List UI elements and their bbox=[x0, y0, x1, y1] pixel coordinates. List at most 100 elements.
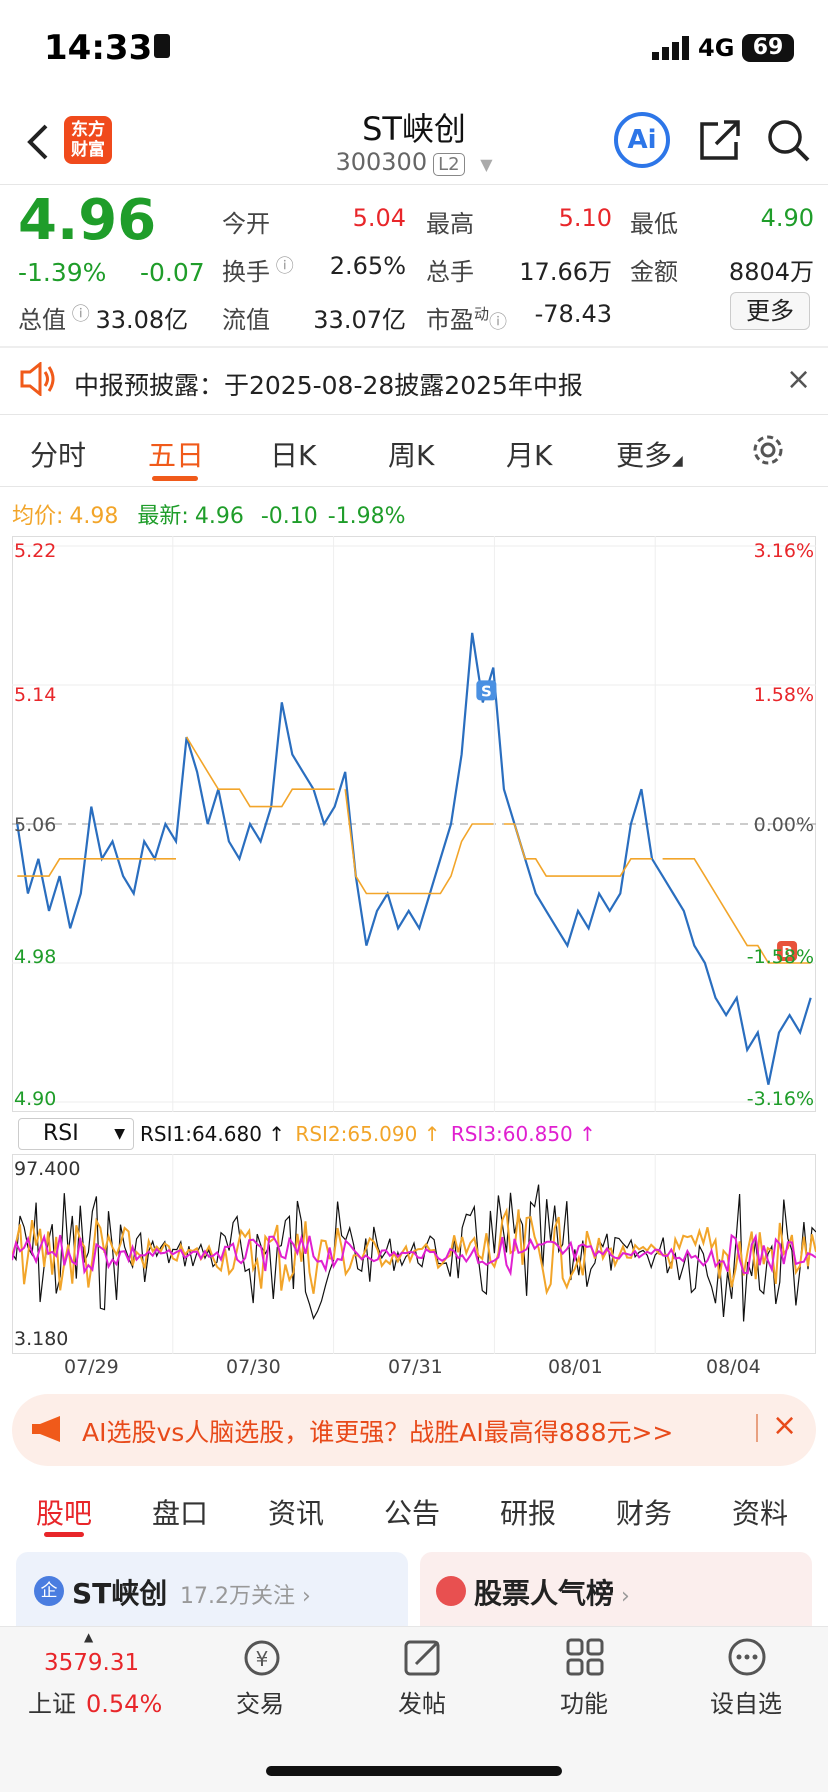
enterprise-badge: 企 bbox=[34, 1576, 64, 1606]
turnover-label: 换手 ⓘ bbox=[222, 256, 294, 286]
y-tick-right: 3.16% bbox=[753, 540, 814, 562]
tab-intraday[interactable]: 分时 bbox=[30, 439, 87, 472]
svg-text:¥: ¥ bbox=[256, 1647, 269, 1671]
back-icon[interactable] bbox=[26, 122, 50, 162]
date-label: 08/04 bbox=[706, 1356, 761, 1378]
functions-grid-icon[interactable] bbox=[564, 1636, 606, 1678]
tab-research[interactable]: 研报 bbox=[500, 1497, 557, 1530]
more-quote-button[interactable]: 更多 bbox=[730, 292, 810, 330]
share-icon[interactable] bbox=[698, 118, 742, 162]
float-value: 33.07亿 bbox=[313, 306, 406, 334]
nav-post[interactable]: 发帖 bbox=[398, 1690, 446, 1718]
tab-announcements[interactable]: 公告 bbox=[384, 1497, 441, 1530]
divider bbox=[0, 414, 828, 415]
search-icon[interactable] bbox=[766, 118, 810, 162]
promo-text[interactable]: AI选股vs人脑选股，谁更强？战胜AI最高得888元>> bbox=[82, 1418, 674, 1447]
stock-title: ST峡创 bbox=[362, 110, 466, 148]
high-value: 5.10 bbox=[558, 204, 612, 232]
tab-underline bbox=[44, 1532, 84, 1537]
close-banner-icon[interactable]: × bbox=[772, 1408, 798, 1443]
turnover-value: 2.65% bbox=[329, 252, 406, 280]
pe-value: -78.43 bbox=[534, 300, 612, 328]
nav-add-watchlist[interactable]: 设自选 bbox=[710, 1690, 782, 1718]
date-label: 07/31 bbox=[388, 1356, 443, 1378]
rsi-min: 3.180 bbox=[14, 1328, 69, 1350]
nav-trade[interactable]: 交易 bbox=[236, 1690, 284, 1718]
y-tick-right: -1.58% bbox=[746, 946, 814, 968]
high-label: 最高 bbox=[426, 210, 474, 238]
notice-text[interactable]: 中报预披露：于2025-08-28披露2025年中报 bbox=[74, 371, 583, 400]
index-value[interactable]: 3579.31 bbox=[44, 1650, 140, 1676]
tab-daily-k[interactable]: 日K bbox=[270, 439, 317, 472]
series-line-price bbox=[16, 632, 812, 1085]
total-mcap: 总值 ⓘ 33.08亿 bbox=[18, 304, 189, 334]
brand-logo: 东方 财富 bbox=[64, 116, 112, 164]
more-dots-icon[interactable] bbox=[726, 1636, 768, 1678]
trade-yen-icon[interactable]: ¥ bbox=[240, 1638, 284, 1678]
five-day-price-chart[interactable]: SB bbox=[12, 536, 816, 1112]
index-row[interactable]: 上证 0.54% bbox=[28, 1690, 163, 1718]
nav-functions[interactable]: 功能 bbox=[560, 1690, 608, 1718]
trade-marker-S bbox=[476, 680, 497, 701]
tab-more[interactable]: 更多◢ bbox=[616, 439, 683, 472]
stock-code: 300300 bbox=[335, 148, 428, 176]
trade-marker-label: B bbox=[781, 943, 792, 961]
ai-assistant-button[interactable]: Ai bbox=[614, 112, 670, 168]
current-price: 4.96 bbox=[18, 188, 157, 253]
date-label: 07/29 bbox=[64, 1356, 119, 1378]
y-tick-left: 5.22 bbox=[14, 540, 57, 562]
status-time: 14:33 bbox=[44, 28, 153, 68]
settings-gear-icon[interactable] bbox=[750, 432, 786, 468]
tab-profile[interactable]: 资料 bbox=[732, 1497, 789, 1530]
tab-pankou[interactable]: 盘口 bbox=[152, 1497, 209, 1530]
promo-banner[interactable] bbox=[12, 1394, 816, 1466]
card-popularity-title: 股票人气榜 › bbox=[474, 1577, 630, 1610]
amount-label: 金额 bbox=[630, 258, 678, 286]
open-value: 5.04 bbox=[352, 204, 406, 232]
rsi2-line bbox=[12, 1207, 816, 1296]
post-edit-icon[interactable] bbox=[402, 1636, 444, 1678]
level2-badge: L2 bbox=[433, 153, 465, 176]
network-type: 4G bbox=[698, 34, 735, 62]
low-value: 4.90 bbox=[760, 204, 814, 232]
close-icon[interactable]: × bbox=[786, 362, 812, 397]
low-label: 最低 bbox=[630, 210, 678, 238]
change-amount: -0.07 bbox=[140, 258, 205, 287]
info-icon: ⓘ bbox=[66, 304, 96, 325]
series-line-avg bbox=[17, 736, 811, 964]
price-info-line: 均价: 4.98 最新: 4.96 -0.10 -1.98% bbox=[12, 504, 406, 529]
date-label: 07/30 bbox=[226, 1356, 281, 1378]
tab-five-day[interactable]: 五日 bbox=[148, 439, 205, 472]
volume-label: 总手 bbox=[426, 258, 474, 286]
volume-value: 17.66万 bbox=[519, 258, 612, 286]
tab-guba[interactable]: 股吧 bbox=[36, 1497, 93, 1530]
rsi3-line bbox=[12, 1233, 816, 1277]
rsi-chart[interactable] bbox=[12, 1154, 816, 1354]
card-stock-name: ST峡创 bbox=[72, 1577, 168, 1610]
tab-news[interactable]: 资讯 bbox=[268, 1497, 325, 1530]
y-tick-left: 5.14 bbox=[14, 684, 57, 706]
battery-icon: 69 bbox=[742, 34, 794, 62]
tab-weekly-k[interactable]: 周K bbox=[388, 439, 435, 472]
y-tick-left: 4.98 bbox=[14, 946, 57, 968]
stock-code-row[interactable]: 300300 L2 ▼ bbox=[0, 148, 828, 176]
home-indicator bbox=[266, 1766, 562, 1776]
chart-badge-icon bbox=[436, 1576, 466, 1606]
pe-label: 市盈动ⓘ bbox=[426, 305, 508, 334]
change-percent: -1.39% bbox=[18, 258, 107, 287]
megaphone-icon bbox=[32, 1416, 60, 1442]
tab-underline bbox=[152, 476, 198, 481]
float-label: 流值 bbox=[222, 306, 270, 334]
divider bbox=[0, 184, 828, 185]
amount-value: 8804万 bbox=[728, 258, 814, 286]
tab-finance[interactable]: 财务 bbox=[616, 1497, 673, 1530]
indicator-select[interactable]: RSI ▼ bbox=[18, 1118, 134, 1150]
rsi-max: 97.400 bbox=[14, 1158, 81, 1180]
rsi-values: RSI1:64.680 ↑ RSI2:65.090 ↑ RSI3:60.850 … bbox=[140, 1122, 596, 1146]
speaker-icon bbox=[20, 362, 55, 396]
y-tick-right: 0.00% bbox=[753, 814, 814, 836]
trade-marker-B bbox=[777, 941, 798, 961]
tab-monthly-k[interactable]: 月K bbox=[506, 439, 553, 472]
bottom-navigation bbox=[0, 1626, 828, 1792]
y-tick-right: -3.16% bbox=[746, 1088, 814, 1110]
